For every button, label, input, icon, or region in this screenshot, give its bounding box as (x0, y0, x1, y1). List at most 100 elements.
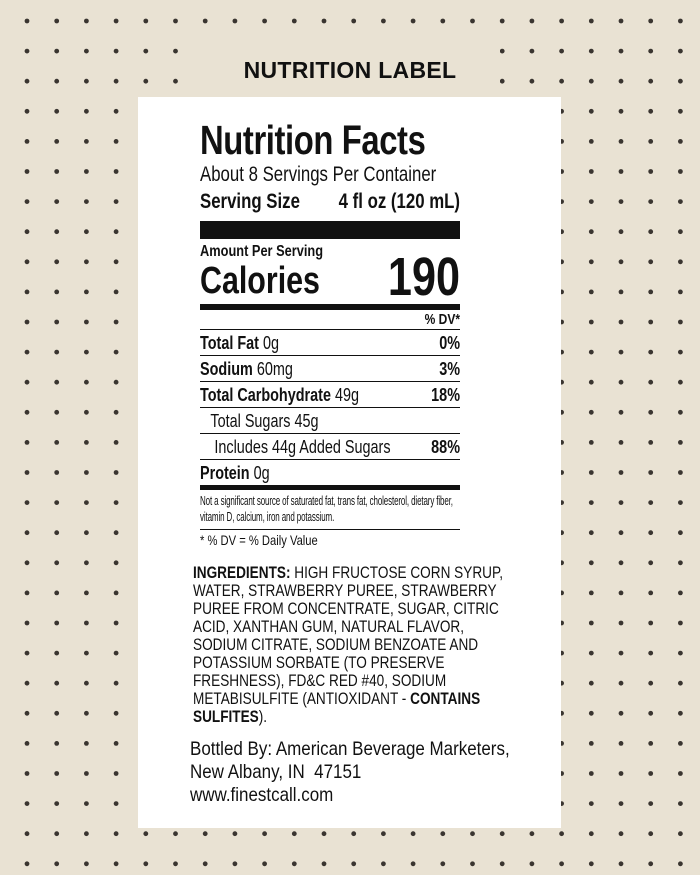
background-dot (113, 48, 119, 54)
background-dot (678, 771, 683, 776)
background-dot (321, 18, 327, 24)
background-dot (440, 18, 446, 24)
background-dot (262, 18, 267, 24)
background-dot (678, 620, 683, 626)
background-dot (678, 680, 683, 686)
nutrient-name: Protein (200, 463, 250, 483)
background-dot (529, 18, 535, 24)
background-dot (113, 650, 119, 656)
background-dot (588, 139, 594, 144)
background-dot (648, 710, 654, 716)
background-dot (440, 831, 446, 837)
background-dot (143, 18, 149, 24)
background-dot (24, 680, 30, 686)
background-dot (678, 349, 683, 355)
background-dot (618, 409, 624, 415)
background-dot (648, 801, 654, 806)
background-dot (54, 48, 60, 54)
background-dot (113, 590, 119, 596)
background-dot (588, 470, 594, 475)
background-dot (54, 349, 60, 355)
background-dot (588, 710, 594, 716)
background-dot (559, 78, 564, 84)
background-dot (351, 831, 357, 837)
dv-header: % DV* (200, 310, 460, 330)
background-dot (143, 831, 149, 837)
background-dot (84, 741, 89, 746)
background-dot (84, 379, 89, 385)
background-dot (24, 18, 30, 24)
background-dot (351, 861, 357, 867)
background-dot (618, 440, 624, 445)
thick-divider (200, 221, 460, 239)
background-dot (618, 18, 624, 24)
background-dot (113, 139, 119, 144)
bottler-line1: Bottled By: American Beverage Marketers, (190, 738, 510, 760)
background-dot (648, 831, 654, 837)
background-dot (588, 801, 594, 806)
bottler-website: www.finestcall.com (190, 784, 334, 806)
background-dot (470, 18, 475, 24)
background-dot (648, 18, 654, 24)
background-dot (440, 861, 446, 867)
nutrient-row-sodium: Sodium 60mg 3% (200, 356, 460, 382)
background-dot (113, 78, 119, 84)
background-dot (24, 590, 30, 596)
background-dot (54, 710, 60, 716)
background-dot (618, 590, 624, 596)
background-dot (559, 48, 564, 54)
background-dot (470, 861, 475, 867)
background-dot (24, 259, 30, 265)
background-dot (54, 741, 60, 746)
background-dot (24, 229, 30, 235)
background-dot (173, 831, 178, 837)
nutrient-row-total-sugars: Total Sugars 45g (200, 408, 460, 434)
background-dot (678, 470, 683, 475)
background-dot (678, 139, 683, 144)
background-dot (54, 801, 60, 806)
servings-per-container: About 8 Servings Per Container (200, 163, 437, 186)
amount-per-serving: Amount Per Serving (200, 243, 324, 260)
background-dot (588, 771, 594, 776)
footnote: Not a significant source of saturated fa… (200, 494, 453, 524)
background-dot (678, 710, 683, 716)
background-dot (648, 741, 654, 746)
background-dot (54, 590, 60, 596)
background-dot (24, 710, 30, 716)
background-dot (618, 108, 624, 114)
background-dot (54, 831, 60, 837)
background-dot (84, 861, 89, 867)
background-dot (54, 18, 60, 24)
background-dot (678, 650, 683, 656)
background-dot (321, 861, 327, 867)
background-dot (588, 650, 594, 656)
background-dot (113, 470, 119, 475)
background-dot (678, 741, 683, 746)
background-dot (351, 18, 357, 24)
background-dot (618, 48, 624, 54)
nutrition-facts-panel: Nutrition Facts About 8 Servings Per Con… (200, 119, 460, 550)
background-dot (559, 861, 564, 867)
background-dot (84, 48, 89, 54)
background-dot (618, 530, 624, 536)
background-dot (113, 530, 119, 536)
background-dot (618, 259, 624, 265)
serving-size-row: Serving Size 4 fl oz (120 mL) (200, 188, 460, 215)
background-dot (291, 861, 297, 867)
background-dot (84, 409, 89, 415)
background-dot (113, 620, 119, 626)
background-dot (113, 18, 119, 24)
background-dot (499, 18, 505, 24)
background-dot (648, 289, 654, 295)
background-dot (84, 139, 89, 144)
background-dot (559, 18, 564, 24)
background-dot (24, 530, 30, 536)
ingredients-end: ). (258, 707, 268, 726)
background-dot (84, 620, 89, 626)
background-dot (84, 771, 89, 776)
background-dot (588, 259, 594, 265)
background-dot (588, 229, 594, 235)
background-dot (648, 409, 654, 415)
background-dot (648, 650, 654, 656)
background-dot (24, 500, 30, 505)
